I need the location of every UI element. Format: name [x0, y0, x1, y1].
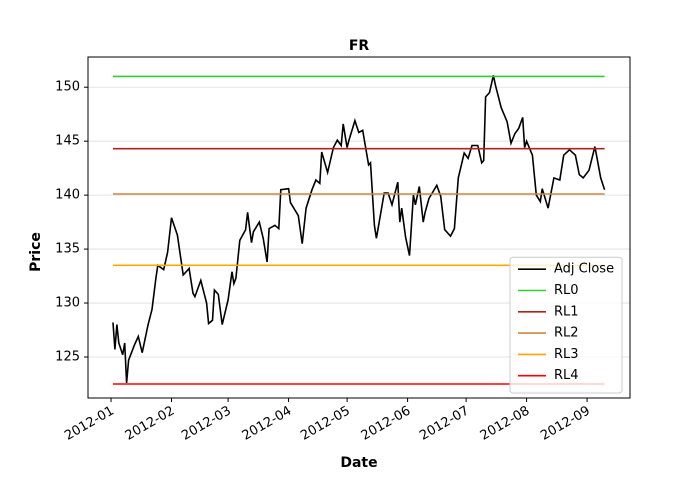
- x-tick-label: 2012-09: [538, 404, 593, 444]
- x-tick-label: 2012-01: [62, 404, 117, 444]
- line-series: [112, 75, 606, 383]
- x-axis-label: Date: [340, 455, 377, 471]
- legend-label: RL4: [554, 368, 579, 383]
- y-tick-label: 125: [55, 349, 80, 364]
- y-tick-label: 140: [55, 188, 80, 203]
- legend-label: RL0: [554, 283, 579, 298]
- plot-frame: [87, 56, 631, 399]
- x-tick-label: 2012-08: [478, 404, 533, 444]
- y-tick-label: 135: [55, 242, 80, 257]
- x-tick-label: 2012-04: [240, 404, 295, 444]
- chart-title: FR: [349, 38, 370, 54]
- x-tick-label: 2012-06: [359, 404, 414, 444]
- legend-label: RL3: [554, 347, 579, 362]
- y-tick-label: 150: [55, 80, 80, 95]
- x-tick-label: 2012-07: [417, 404, 472, 444]
- legend-label: RL2: [554, 326, 579, 341]
- legend-label: Adj Close: [554, 262, 614, 277]
- x-tick-label: 2012-02: [123, 404, 178, 444]
- legend-label: RL1: [554, 304, 579, 319]
- y-tick-label: 145: [55, 134, 80, 149]
- x-tick-label: 2012-03: [179, 404, 234, 444]
- x-tick-label: 2012-05: [298, 404, 353, 444]
- y-tick-label: 130: [55, 296, 80, 311]
- y-axis-label: Price: [28, 232, 44, 272]
